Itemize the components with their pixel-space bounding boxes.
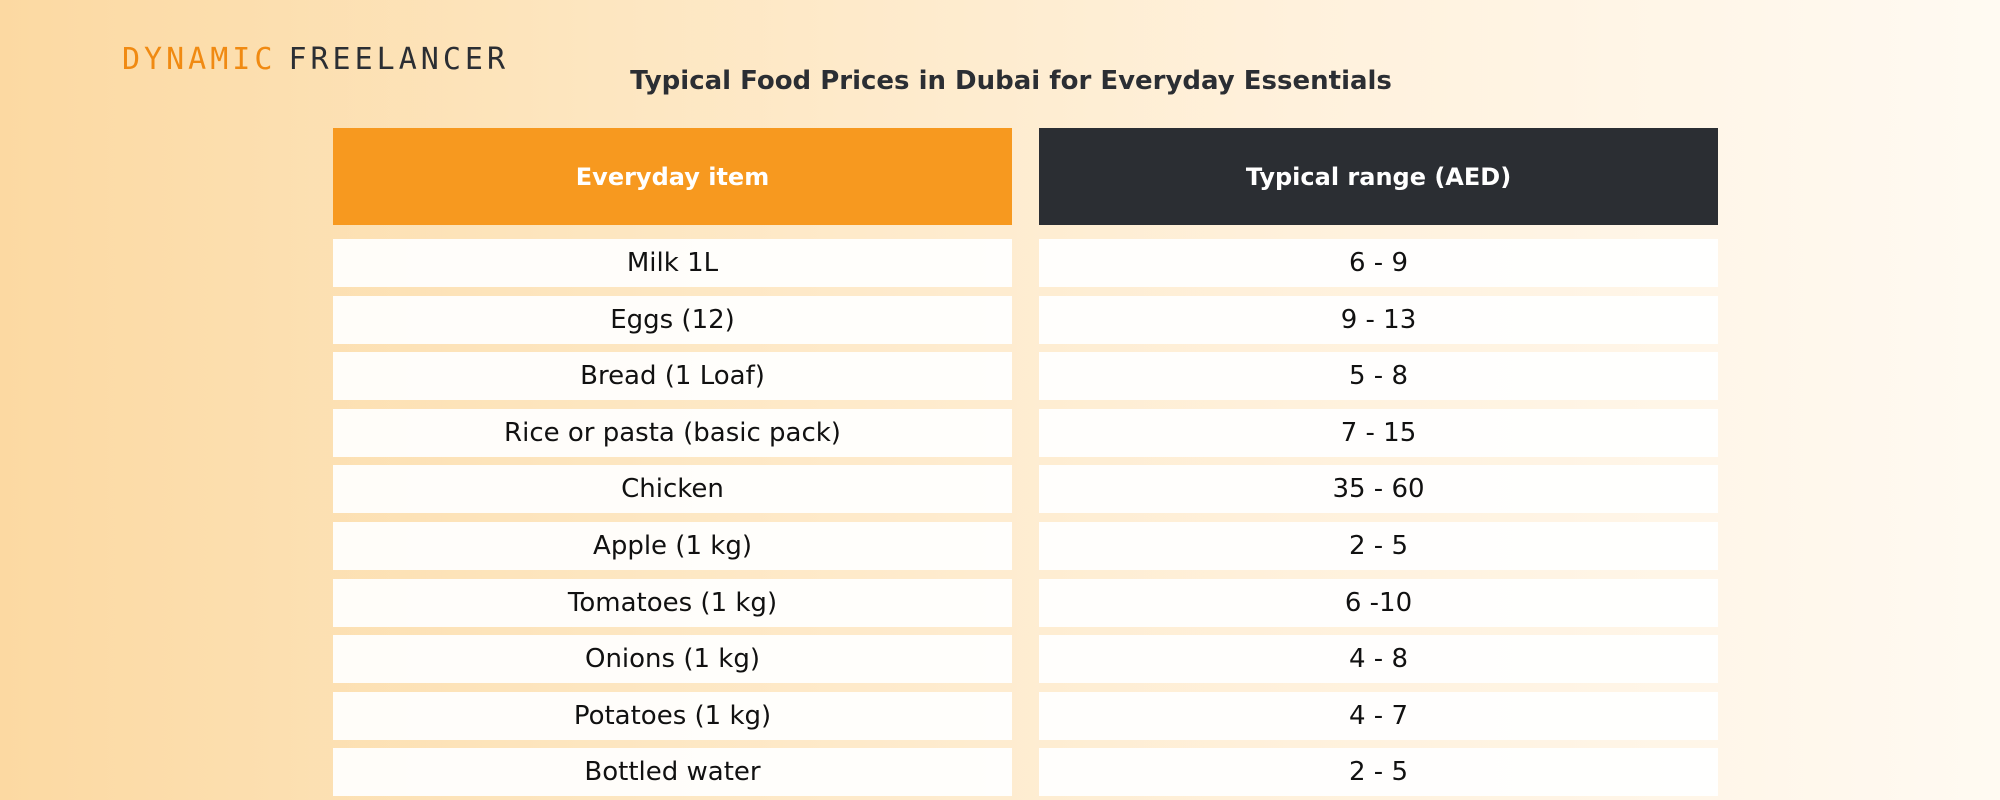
title: Typical Food Prices in Dubai for Everyda… xyxy=(630,66,1392,96)
table-cell: 5 - 8 xyxy=(1039,352,1718,401)
table-cell: Tomatoes (1 kg) xyxy=(333,578,1012,627)
table-cell: Apple (1 kg) xyxy=(333,522,1012,570)
logo: DYNAMIC FREELANCER xyxy=(122,42,509,77)
table-cell: 4 - 8 xyxy=(1039,635,1718,684)
table-cell: Bottled water xyxy=(333,748,1012,797)
table-cell: 2 - 5 xyxy=(1039,522,1718,570)
table-cell: 6 -10 xyxy=(1039,578,1718,627)
table-cell: Milk 1L xyxy=(333,239,1012,287)
table-cell: 6 - 9 xyxy=(1039,239,1718,287)
table-cell: 9 - 13 xyxy=(1039,295,1718,344)
table-cell: Bread (1 Loaf) xyxy=(333,352,1012,401)
column-header: Typical range (AED) xyxy=(1039,128,1718,225)
table-cell: 7 - 15 xyxy=(1039,408,1718,457)
table-cell: Chicken xyxy=(333,465,1012,514)
logo-part: FREELANCER xyxy=(288,42,510,77)
table-cell: 4 - 7 xyxy=(1039,691,1718,740)
table-cell: Potatoes (1 kg) xyxy=(333,691,1012,740)
table-cell: 2 - 5 xyxy=(1039,748,1718,797)
table-cell: Onions (1 kg) xyxy=(333,635,1012,684)
table-cell: Eggs (12) xyxy=(333,295,1012,344)
table-cell: 35 - 60 xyxy=(1039,465,1718,514)
table-cell: Rice or pasta (basic pack) xyxy=(333,408,1012,457)
column-header: Everyday item xyxy=(333,128,1012,225)
logo-part: DYNAMIC xyxy=(122,42,277,77)
